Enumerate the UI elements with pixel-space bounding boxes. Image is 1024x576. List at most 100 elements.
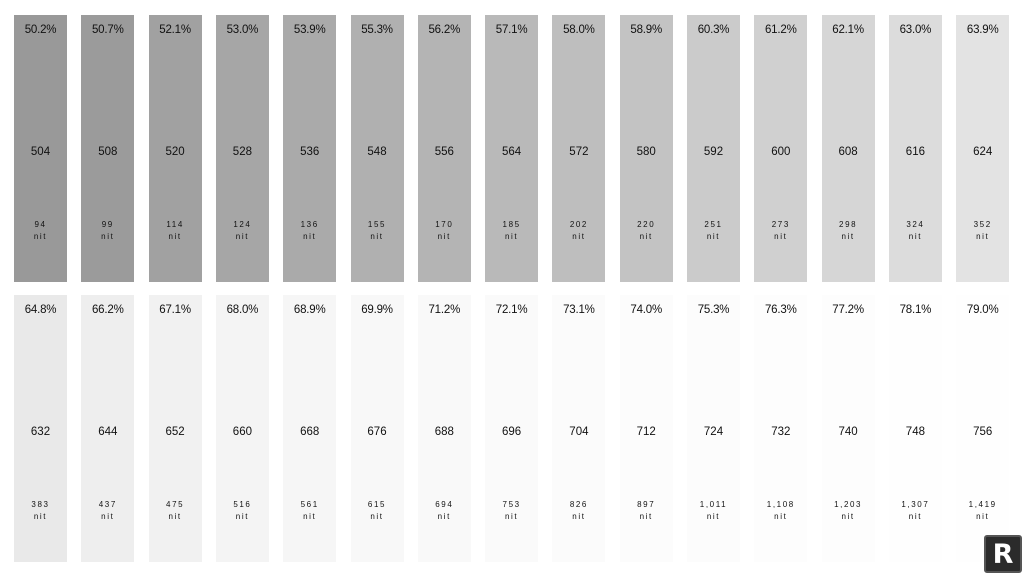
patch-code-value: 616 bbox=[905, 146, 925, 158]
patch-nits-unit: nit bbox=[841, 232, 855, 241]
gray-patch: 55.3% 548 155 nit bbox=[350, 15, 404, 282]
patch-code-value: 556 bbox=[434, 146, 454, 158]
patch-luminance: 220 nit bbox=[620, 219, 673, 243]
patch-nits-value: 94 bbox=[34, 220, 47, 229]
patch-nits-unit: nit bbox=[168, 232, 182, 241]
gray-patch: 61.2% 600 273 nit bbox=[754, 15, 808, 282]
patch-code-value: 632 bbox=[30, 426, 51, 438]
patch-nits-value: 1,307 bbox=[901, 500, 930, 509]
patch-nits-unit: nit bbox=[437, 512, 451, 521]
patch-luminance: 114 nit bbox=[149, 219, 202, 243]
patch-percent: 77.2% bbox=[832, 304, 864, 316]
patch-luminance: 561 nit bbox=[283, 499, 336, 523]
patch-percent: 68.9% bbox=[293, 304, 326, 316]
gray-patch: 68.0% 660 516 nit bbox=[215, 295, 269, 562]
patch-nits-unit: nit bbox=[33, 232, 48, 241]
patch-luminance: 298 nit bbox=[822, 219, 875, 243]
patch-code-value: 704 bbox=[569, 426, 589, 438]
patch-luminance: 155 nit bbox=[351, 219, 404, 243]
gray-patch: 72.1% 696 753 nit bbox=[485, 295, 539, 562]
patch-nits-value: 437 bbox=[98, 500, 117, 509]
patch-percent: 58.0% bbox=[563, 24, 595, 36]
patch-luminance: 352 nit bbox=[956, 219, 1009, 243]
patch-luminance: 185 nit bbox=[485, 219, 538, 243]
patch-code-value: 668 bbox=[300, 426, 320, 438]
patch-percent: 67.1% bbox=[159, 304, 191, 316]
patch-nits-unit: nit bbox=[101, 512, 115, 521]
gray-patch: 58.9% 580 220 nit bbox=[619, 15, 673, 282]
patch-nits-unit: nit bbox=[706, 512, 721, 521]
patch-nits-value: 185 bbox=[502, 220, 521, 229]
gray-patch: 66.2% 644 437 nit bbox=[81, 295, 135, 562]
patch-nits-value: 114 bbox=[166, 220, 184, 229]
patch-nits-value: 694 bbox=[435, 500, 454, 509]
patch-nits-value: 324 bbox=[906, 220, 925, 229]
patch-nits-value: 124 bbox=[233, 220, 252, 229]
patch-luminance: 99 nit bbox=[81, 219, 134, 243]
patch-percent: 72.1% bbox=[495, 304, 528, 316]
gray-patch: 68.9% 668 561 nit bbox=[283, 295, 337, 562]
patch-nits-unit: nit bbox=[976, 512, 990, 521]
patch-nits-unit: nit bbox=[303, 232, 317, 241]
patch-nits-unit: nit bbox=[639, 232, 653, 241]
patch-nits-unit: nit bbox=[101, 232, 115, 241]
patch-nits-value: 615 bbox=[367, 500, 387, 509]
patch-luminance: 251 nit bbox=[687, 219, 740, 243]
gray-patch: 58.0% 572 202 nit bbox=[552, 15, 606, 282]
patch-percent: 58.9% bbox=[630, 24, 662, 36]
gray-patch: 63.0% 616 324 nit bbox=[888, 15, 942, 282]
patch-code-value: 732 bbox=[771, 426, 791, 438]
patch-nits-value: 352 bbox=[973, 220, 992, 229]
patch-code-value: 580 bbox=[636, 146, 656, 158]
patch-percent: 64.8% bbox=[24, 304, 57, 316]
gray-patch: 56.2% 556 170 nit bbox=[417, 15, 471, 282]
patch-nits-unit: nit bbox=[168, 512, 182, 521]
patch-code-value: 592 bbox=[703, 146, 724, 158]
patch-nits-unit: nit bbox=[33, 512, 48, 521]
patch-code-value: 608 bbox=[838, 146, 858, 158]
patch-percent: 69.9% bbox=[361, 304, 393, 316]
patch-luminance: 826 nit bbox=[552, 499, 605, 523]
gray-patch: 53.0% 528 124 nit bbox=[215, 15, 269, 282]
patch-luminance: 516 nit bbox=[216, 499, 269, 523]
gray-patch: 53.9% 536 136 nit bbox=[283, 15, 337, 282]
patch-code-value: 688 bbox=[434, 426, 454, 438]
patch-nits-value: 1,108 bbox=[766, 500, 795, 509]
patch-nits-unit: nit bbox=[841, 512, 855, 521]
patch-percent: 74.0% bbox=[630, 304, 662, 316]
patch-nits-unit: nit bbox=[706, 232, 721, 241]
patch-luminance: 1,307 nit bbox=[889, 499, 942, 523]
patch-luminance: 202 nit bbox=[552, 219, 605, 243]
patch-nits-value: 170 bbox=[435, 220, 454, 229]
patch-nits-unit: nit bbox=[437, 232, 451, 241]
patch-nits-value: 1,011 bbox=[699, 500, 728, 509]
patch-nits-value: 220 bbox=[637, 220, 656, 229]
patch-nits-value: 298 bbox=[839, 220, 858, 229]
patch-nits-value: 136 bbox=[300, 220, 319, 229]
gray-patch: 78.1% 748 1,307 nit bbox=[888, 295, 942, 562]
gray-patch: 77.2% 740 1,203 nit bbox=[821, 295, 875, 562]
gray-patch: 69.9% 676 615 nit bbox=[350, 295, 404, 562]
patch-luminance: 94 nit bbox=[14, 219, 67, 243]
patch-luminance: 753 nit bbox=[485, 499, 538, 523]
patch-percent: 50.2% bbox=[24, 24, 57, 36]
patch-code-value: 504 bbox=[30, 146, 51, 158]
patch-percent: 55.3% bbox=[361, 24, 393, 36]
patch-nits-value: 383 bbox=[31, 500, 50, 509]
patch-code-value: 572 bbox=[569, 146, 589, 158]
patch-percent: 61.2% bbox=[764, 24, 797, 36]
patch-nits-unit: nit bbox=[639, 512, 653, 521]
patch-percent: 71.2% bbox=[428, 304, 461, 316]
logo-letter: R bbox=[992, 539, 1014, 570]
gray-patch: 75.3% 724 1,011 nit bbox=[687, 295, 740, 562]
patch-luminance: 694 nit bbox=[418, 499, 471, 523]
gray-patch: 79.0% 756 1,419 nit bbox=[956, 295, 1010, 562]
patch-code-value: 644 bbox=[98, 426, 118, 438]
brand-logo: R bbox=[984, 535, 1022, 573]
patch-nits-unit: nit bbox=[235, 232, 250, 241]
patch-code-value: 652 bbox=[165, 426, 185, 438]
patch-nits-unit: nit bbox=[370, 232, 384, 241]
gray-patch: 64.8% 632 383 nit bbox=[14, 295, 67, 562]
patch-percent: 53.9% bbox=[293, 24, 326, 36]
